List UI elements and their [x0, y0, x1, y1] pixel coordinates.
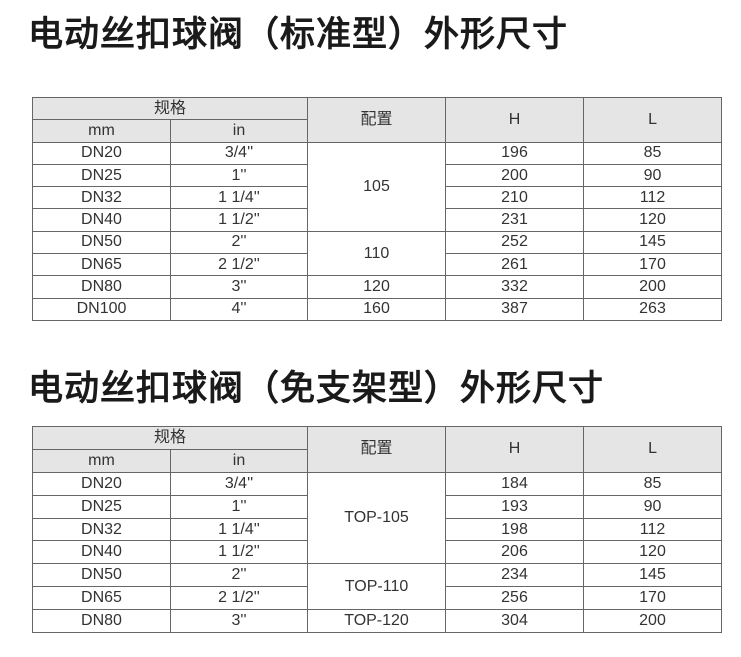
- section-title-standard: 电动丝扣球阀（标准型）外形尺寸: [28, 15, 569, 55]
- cell-h: 210: [445, 186, 585, 210]
- table-row: DN80 3'' TOP-120 304 200: [32, 609, 723, 634]
- cell-h: 387: [445, 297, 585, 321]
- cell-config: 160: [307, 297, 447, 321]
- cell-l: 263: [583, 297, 723, 321]
- cell-config: TOP-105: [307, 471, 447, 565]
- cell-l: 90: [583, 163, 723, 188]
- cell-mm: DN50: [32, 563, 171, 588]
- header-in: in: [169, 448, 309, 473]
- cell-in: 2 1/2'': [169, 253, 309, 277]
- cell-h: 261: [445, 253, 585, 277]
- cell-h: 231: [445, 208, 585, 232]
- cell-in: 1'': [169, 494, 309, 519]
- header-l: L: [583, 426, 723, 473]
- table-row: DN40 1 1/2'' 206 120: [32, 540, 723, 565]
- cell-mm: DN20: [32, 141, 171, 165]
- cell-l: 112: [583, 186, 723, 210]
- cell-in: 1 1/4'': [169, 517, 309, 542]
- cell-h: 184: [445, 471, 585, 496]
- cell-in: 3/4'': [169, 141, 309, 165]
- cell-in: 3'': [169, 275, 309, 299]
- cell-h: 193: [445, 494, 585, 519]
- cell-mm: DN50: [32, 230, 171, 255]
- cell-h: 198: [445, 517, 585, 542]
- cell-l: 145: [583, 230, 723, 255]
- cell-config: TOP-120: [307, 609, 447, 634]
- cell-l: 170: [583, 253, 723, 277]
- cell-l: 120: [583, 208, 723, 232]
- table-row: DN25 1'' 193 90: [32, 494, 723, 519]
- section-title-bracketless: 电动丝扣球阀（免支架型）外形尺寸: [28, 369, 605, 409]
- table-row: DN50 2'' 110 252 145: [32, 230, 723, 277]
- header-mm: mm: [32, 448, 171, 473]
- cell-config: 110: [307, 230, 447, 277]
- cell-mm: DN40: [32, 208, 171, 232]
- cell-mm: DN25: [32, 163, 171, 188]
- cell-in: 1 1/4'': [169, 186, 309, 210]
- cell-h: 196: [445, 141, 585, 165]
- header-mm: mm: [32, 119, 171, 143]
- cell-h: 206: [445, 540, 585, 565]
- table-row: DN100 4'' 160 387 263: [32, 297, 723, 321]
- cell-in: 2'': [169, 230, 309, 255]
- cell-l: 112: [583, 517, 723, 542]
- cell-in: 1 1/2'': [169, 540, 309, 565]
- cell-h: 252: [445, 230, 585, 255]
- cell-mm: DN25: [32, 494, 171, 519]
- cell-l: 85: [583, 141, 723, 165]
- table-row: DN20 3/4'' TOP-105 184 85: [32, 471, 723, 565]
- cell-h: 234: [445, 563, 585, 588]
- cell-l: 145: [583, 563, 723, 588]
- header-row: mm in: [32, 448, 722, 473]
- cell-l: 200: [583, 275, 723, 299]
- header-config: 配置: [307, 426, 447, 473]
- cell-h: 332: [445, 275, 585, 299]
- header-spec: 规格: [31, 96, 309, 121]
- header-l: L: [583, 97, 723, 143]
- cell-in: 1 1/2'': [169, 208, 309, 232]
- cell-h: 200: [445, 163, 585, 188]
- cell-l: 90: [583, 494, 723, 519]
- cell-mm: DN65: [32, 253, 171, 277]
- header-row: 规格 配置 H L: [31, 96, 723, 143]
- cell-mm: DN80: [32, 275, 171, 299]
- cell-mm: DN32: [32, 517, 171, 542]
- cell-in: 4'': [169, 297, 309, 321]
- cell-config: 120: [307, 275, 447, 299]
- header-h: H: [445, 426, 585, 473]
- cell-config: TOP-110: [307, 563, 447, 611]
- cell-l: 120: [583, 540, 723, 565]
- cell-mm: DN100: [32, 297, 171, 321]
- cell-l: 200: [583, 609, 723, 634]
- cell-l: 170: [583, 586, 723, 611]
- cell-in: 3'': [169, 609, 309, 634]
- header-h: H: [445, 97, 585, 143]
- cell-mm: DN32: [32, 186, 171, 210]
- cell-h: 256: [445, 586, 585, 611]
- table-row: DN50 2'' TOP-110 234 145: [32, 563, 723, 611]
- cell-config: 105: [307, 141, 447, 232]
- cell-in: 2'': [169, 563, 309, 588]
- table-row: DN32 1 1/4'' 210 112: [32, 186, 723, 210]
- cell-mm: DN20: [32, 471, 171, 496]
- table-row: DN80 3'' 120 332 200: [32, 275, 723, 299]
- cell-in: 1'': [169, 163, 309, 188]
- cell-mm: DN65: [32, 586, 171, 611]
- header-config: 配置: [307, 97, 447, 143]
- header-row: 规格 配置 H L: [31, 426, 723, 473]
- table-row: DN20 3/4'' 105 196 85: [32, 141, 723, 232]
- cell-in: 3/4'': [169, 471, 309, 496]
- cell-h: 304: [445, 609, 585, 634]
- header-spec: 规格: [31, 426, 309, 450]
- header-row: mm in: [32, 119, 722, 143]
- cell-l: 85: [583, 471, 723, 496]
- cell-mm: DN80: [32, 609, 171, 634]
- cell-in: 2 1/2'': [169, 586, 309, 611]
- header-in: in: [169, 119, 309, 143]
- cell-mm: DN40: [32, 540, 171, 565]
